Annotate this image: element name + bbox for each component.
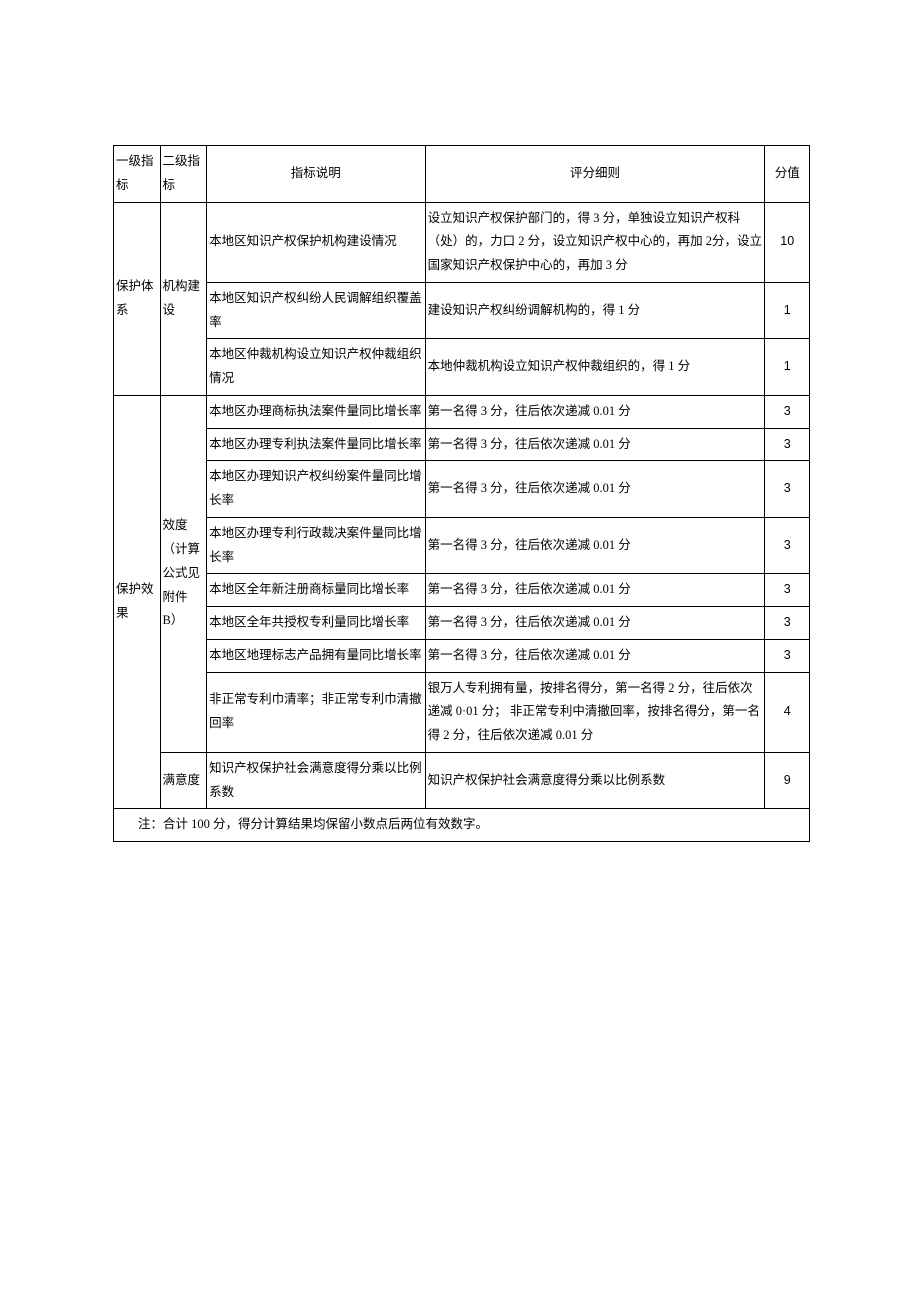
rule-cell: 第一名得 3 分，往后依次递减 0.01 分 xyxy=(425,428,765,461)
score-cell: 3 xyxy=(765,428,810,461)
score-cell: 3 xyxy=(765,639,810,672)
rule-cell: 第一名得 3 分，往后依次递减 0.01 分 xyxy=(425,639,765,672)
score-cell: 1 xyxy=(765,282,810,339)
score-cell: 10 xyxy=(765,202,810,282)
desc-cell: 本地区办理专利行政裁决案件量同比增长率 xyxy=(207,517,426,574)
table-row: 非正常专利巾清率；非正常专利巾清撤回率 银万人专利拥有量，按排名得分，第一名得 … xyxy=(114,672,810,752)
table-row: 本地区知识产权纠纷人民调解组织覆盖率 建设知识产权纠纷调解机构的，得 1 分 1 xyxy=(114,282,810,339)
desc-cell: 本地区地理标志产品拥有量同比增长率 xyxy=(207,639,426,672)
level1-cell: 保护体系 xyxy=(114,202,161,395)
header-score: 分值 xyxy=(765,146,810,203)
table-row: 保护体系 机构建设 本地区知识产权保护机构建设情况 设立知识产权保护部门的，得 … xyxy=(114,202,810,282)
desc-cell: 非正常专利巾清率；非正常专利巾清撤回率 xyxy=(207,672,426,752)
level1-cell: 保护效果 xyxy=(114,395,161,809)
score-cell: 3 xyxy=(765,395,810,428)
score-cell: 1 xyxy=(765,339,810,396)
level2-cell: 机构建设 xyxy=(160,202,207,395)
table-footnote-row: 注：合计 100 分，得分计算结果均保留小数点后两位有效数字。 xyxy=(114,809,810,842)
table-row: 本地区办理专利行政裁决案件量同比增长率 第一名得 3 分，往后依次递减 0.01… xyxy=(114,517,810,574)
header-level1: 一级指标 xyxy=(114,146,161,203)
rule-cell: 知识产权保护社会满意度得分乘以比例系数 xyxy=(425,752,765,809)
desc-cell: 本地区仲裁机构设立知识产权仲裁组织情况 xyxy=(207,339,426,396)
level2-cell: 满意度 xyxy=(160,752,207,809)
rule-cell: 设立知识产权保护部门的，得 3 分，单独设立知识产权科（处）的，力口 2 分，设… xyxy=(425,202,765,282)
desc-cell: 本地区办理知识产权纠纷案件量同比增长率 xyxy=(207,461,426,518)
evaluation-table: 一级指标 二级指标 指标说明 评分细则 分值 保护体系 机构建设 本地区知识产权… xyxy=(113,145,810,842)
score-cell: 4 xyxy=(765,672,810,752)
table-row: 满意度 知识产权保护社会满意度得分乘以比例系数 知识产权保护社会满意度得分乘以比… xyxy=(114,752,810,809)
score-cell: 3 xyxy=(765,461,810,518)
header-level2: 二级指标 xyxy=(160,146,207,203)
rule-cell: 建设知识产权纠纷调解机构的，得 1 分 xyxy=(425,282,765,339)
level2-cell: 效度（计算公式见附件 B） xyxy=(160,395,207,752)
table-row: 本地区全年共授权专利量同比增长率 第一名得 3 分，往后依次递减 0.01 分 … xyxy=(114,607,810,640)
table-row: 本地区办理专利执法案件量同比增长率 第一名得 3 分，往后依次递减 0.01 分… xyxy=(114,428,810,461)
table-row: 保护效果 效度（计算公式见附件 B） 本地区办理商标执法案件量同比增长率 第一名… xyxy=(114,395,810,428)
table-row: 本地区办理知识产权纠纷案件量同比增长率 第一名得 3 分，往后依次递减 0.01… xyxy=(114,461,810,518)
table-row: 本地区全年新注册商标量同比增长率 第一名得 3 分，往后依次递减 0.01 分 … xyxy=(114,574,810,607)
rule-cell: 第一名得 3 分，往后依次递减 0.01 分 xyxy=(425,574,765,607)
score-cell: 3 xyxy=(765,574,810,607)
desc-cell: 本地区全年新注册商标量同比增长率 xyxy=(207,574,426,607)
desc-cell: 知识产权保护社会满意度得分乘以比例系数 xyxy=(207,752,426,809)
desc-cell: 本地区知识产权纠纷人民调解组织覆盖率 xyxy=(207,282,426,339)
rule-cell: 第一名得 3 分，往后依次递减 0.01 分 xyxy=(425,461,765,518)
table-header-row: 一级指标 二级指标 指标说明 评分细则 分值 xyxy=(114,146,810,203)
score-cell: 3 xyxy=(765,607,810,640)
table-row: 本地区地理标志产品拥有量同比增长率 第一名得 3 分，往后依次递减 0.01 分… xyxy=(114,639,810,672)
score-cell: 9 xyxy=(765,752,810,809)
desc-cell: 本地区办理专利执法案件量同比增长率 xyxy=(207,428,426,461)
header-description: 指标说明 xyxy=(207,146,426,203)
footnote-cell: 注：合计 100 分，得分计算结果均保留小数点后两位有效数字。 xyxy=(114,809,810,842)
desc-cell: 本地区办理商标执法案件量同比增长率 xyxy=(207,395,426,428)
rule-cell: 第一名得 3 分，往后依次递减 0.01 分 xyxy=(425,395,765,428)
rule-cell: 第一名得 3 分，往后依次递减 0.01 分 xyxy=(425,517,765,574)
desc-cell: 本地区全年共授权专利量同比增长率 xyxy=(207,607,426,640)
rule-cell: 银万人专利拥有量，按排名得分，第一名得 2 分，往后依次递减 0·01 分； 非… xyxy=(425,672,765,752)
table-row: 本地区仲裁机构设立知识产权仲裁组织情况 本地仲裁机构设立知识产权仲裁组织的，得 … xyxy=(114,339,810,396)
rule-cell: 第一名得 3 分，往后依次递减 0.01 分 xyxy=(425,607,765,640)
score-cell: 3 xyxy=(765,517,810,574)
header-rule: 评分细则 xyxy=(425,146,765,203)
rule-cell: 本地仲裁机构设立知识产权仲裁组织的，得 1 分 xyxy=(425,339,765,396)
desc-cell: 本地区知识产权保护机构建设情况 xyxy=(207,202,426,282)
